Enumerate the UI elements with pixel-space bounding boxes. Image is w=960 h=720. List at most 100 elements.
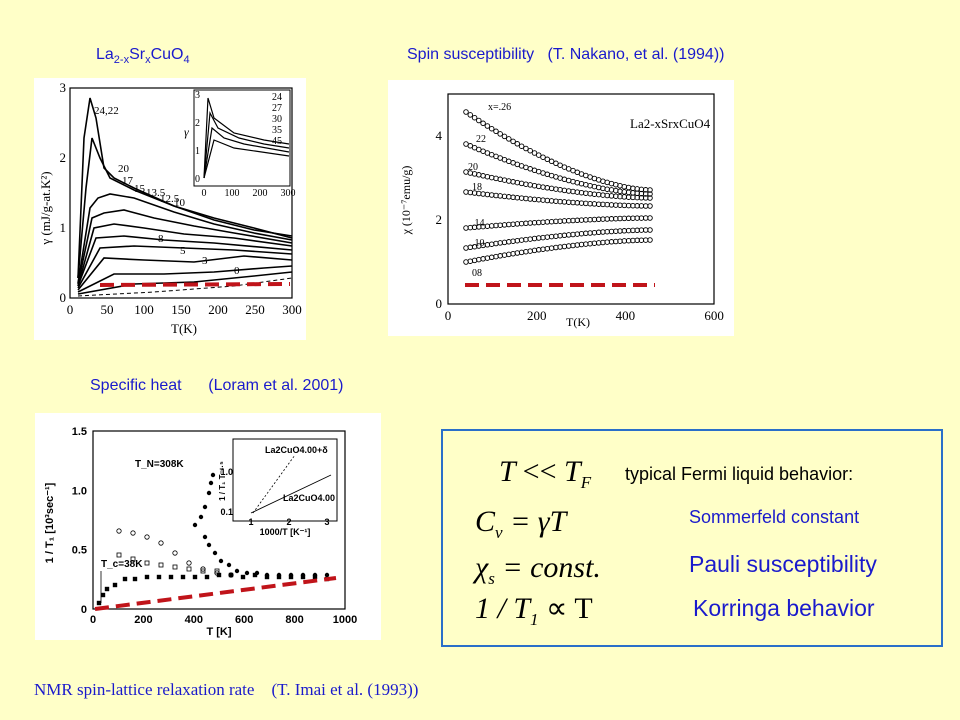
chi-point: [501, 133, 508, 140]
x-axis-label: T(K): [566, 315, 590, 329]
inset-y-tick: 3: [195, 90, 200, 101]
inset-curve-label: 45: [272, 136, 282, 147]
inset-x-tick: 2: [286, 517, 291, 527]
chi-point: [557, 162, 563, 168]
nmr-dot-point: [254, 570, 260, 576]
chi-point: [476, 117, 482, 124]
chi-series-0: [463, 109, 653, 193]
chi-point: [535, 152, 542, 158]
nmr-open-square: [158, 562, 164, 568]
chi-point: [484, 173, 491, 180]
nmr-square-point: [252, 572, 258, 578]
inset-x-label: 1000/T [K⁻¹]: [260, 527, 311, 537]
chi-point: [471, 114, 478, 121]
chi-series-6: [463, 237, 653, 265]
nmr-square-point: [168, 574, 174, 580]
plot-frame: [447, 93, 715, 305]
chi-point: [506, 178, 512, 184]
nmr-open-point: [116, 528, 122, 534]
y-tick-label: 0: [81, 604, 87, 616]
nmr-dot-point: [288, 572, 294, 578]
y-axis-label: 1 / T₁ [10³sec⁻¹]: [44, 482, 56, 563]
chi-point: [488, 241, 495, 247]
x-tick-label: 200: [134, 614, 152, 626]
nmr-square-point: [100, 592, 106, 598]
chi-point: [501, 177, 508, 183]
series-label: 20: [468, 162, 478, 173]
chi-point: [463, 259, 469, 265]
chi-point: [488, 254, 495, 261]
chi-point: [527, 182, 533, 188]
chi-series-2: [463, 169, 653, 201]
sommerfeld-label: Sommerfeld constant: [689, 507, 860, 527]
x-tick-label: 300: [282, 302, 302, 317]
chi-point: [523, 248, 529, 255]
nmr-dot-point: [244, 570, 250, 576]
y-tick-label: 4: [436, 128, 443, 143]
chi-point: [561, 187, 568, 194]
nmr-dot-point: [212, 550, 218, 556]
nmr-open-square: [172, 564, 178, 570]
chi-point: [527, 147, 533, 154]
chi-point: [587, 182, 593, 189]
equation-chi: χs = const.: [475, 551, 601, 588]
nmr-open-point: [130, 530, 136, 536]
inset-curve-label: 30: [272, 114, 282, 125]
curve-5: [77, 265, 293, 293]
nmr-open-square: [144, 560, 150, 566]
nmr-open-point: [172, 550, 178, 556]
chi-point: [608, 187, 615, 193]
chi-point: [540, 154, 546, 160]
series-label: .14: [472, 218, 485, 229]
chi-point: [506, 136, 512, 142]
nmr-dot-point: [206, 490, 212, 496]
tn-annotation: T_N=308K: [135, 459, 184, 470]
x-tick-label: 0: [67, 302, 74, 317]
nmr-dot-point: [198, 514, 204, 520]
nmr-plot: 1 / T₁ [10³sec⁻¹] T [K] 0 200 400 600 800 100…: [44, 426, 357, 638]
chi-point: [591, 183, 598, 190]
fermi-title: typical Fermi liquid behavior:: [625, 464, 854, 484]
x-tick-label: 800: [285, 614, 303, 626]
chi-point: [544, 156, 551, 163]
chi-point: [531, 150, 538, 156]
nmr-dot-point: [202, 534, 208, 540]
inset-curve-label: 27: [272, 103, 282, 114]
inset-y-tick: 0: [195, 174, 200, 185]
spin-susceptibility-plot: χ (10⁻⁷emu/g) T(K) La2-xSrxCuO4 0 200 400 6…: [399, 93, 724, 329]
nmr-open-point: [158, 540, 164, 546]
inset-x-tick: 100: [225, 188, 240, 199]
nmr-dot-point: [234, 568, 240, 574]
inset-x-tick: 1: [248, 517, 253, 527]
inset-y-tick: 1.0: [220, 467, 233, 477]
chi-point: [467, 143, 474, 149]
chi-point: [480, 120, 486, 127]
nmr-square-point: [204, 574, 210, 580]
nmr-open-square: [200, 568, 206, 574]
chi-point: [617, 182, 623, 189]
y-tick-label: 0: [436, 296, 443, 311]
equation-t-ll-tf: T << TF: [499, 455, 592, 492]
x-tick-label: 600: [235, 614, 253, 626]
curve-13-5: [77, 223, 293, 287]
chi-point: [647, 203, 653, 209]
nmr-square-point: [216, 572, 222, 578]
curve-3: [77, 271, 293, 295]
curve-10: [77, 245, 293, 289]
x-tick-label: 400: [185, 614, 203, 626]
inset-x-tick: 0: [202, 188, 207, 199]
x-tick-label: 200: [208, 302, 228, 317]
equation-t1: 1 / T1 ∝ T: [475, 592, 593, 629]
curve-20: [77, 137, 293, 279]
spin-susceptibility-figure: χ (10⁻⁷emu/g) T(K) La2-xSrxCuO4 0 200 400 6…: [388, 80, 734, 336]
nmr-dot-point: [208, 480, 214, 486]
chi-point: [463, 245, 469, 251]
nmr-open-point: [144, 534, 150, 540]
inset-y-label: 1 / T₁ T⁻¹·⁵: [218, 461, 227, 501]
nmr-dot-point: [218, 558, 224, 564]
inset-y-tick: 1: [195, 146, 200, 157]
chi-point: [510, 138, 516, 145]
nmr-square-point: [132, 576, 138, 582]
plot-frame: [69, 87, 293, 299]
chi-point: [647, 187, 653, 193]
